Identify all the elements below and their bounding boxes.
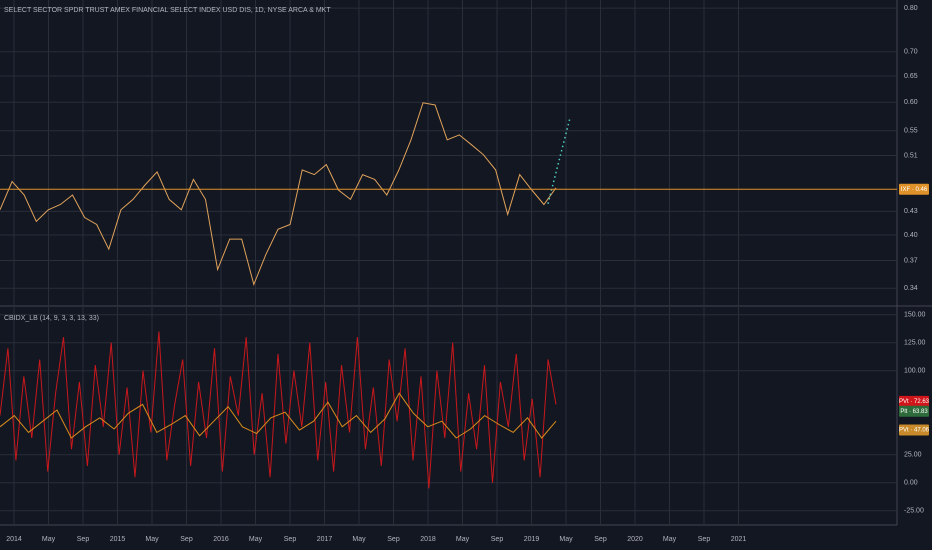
y-tick-label: 100.00 [904,368,926,375]
x-tick-label: May [559,536,573,543]
x-tick-label: Sep [180,536,193,543]
y-tick-label: 0.55 [904,128,918,135]
x-tick-label: Sep [284,536,297,543]
x-tick-label: May [352,536,366,543]
price-tag-label: PVt · 72.63 [899,399,930,405]
x-tick-label: Sep [698,536,711,543]
x-tick-label: 2018 [420,536,436,543]
x-tick-label: May [249,536,263,543]
price-tag [899,405,929,417]
x-tick-label: May [42,536,56,543]
y-tick-label: 0.00 [904,480,918,487]
y-tick-label: 0.43 [904,208,918,215]
y-tick-label: 25.00 [904,452,922,459]
series-line [0,102,557,286]
y-tick-label: 125.00 [904,340,926,347]
x-tick-label: 2017 [317,536,333,543]
price-tag-label: Plt · 63.83 [900,409,928,415]
x-tick-label: May [456,536,470,543]
x-tick-label: 2021 [731,536,747,543]
y-tick-label: 150.00 [904,312,926,319]
x-tick-label: 2015 [110,536,126,543]
y-tick-label: 0.34 [904,285,918,292]
x-tick-label: Sep [77,536,90,543]
y-tick-label: -25.00 [904,508,924,515]
price-tag [899,183,929,195]
y-tick-label: 0.40 [904,232,918,239]
y-tick-label: 0.60 [904,99,918,106]
pane-title: SELECT SECTOR SPDR TRUST AMEX FINANCIAL … [4,7,331,14]
x-tick-label: Sep [387,536,400,543]
x-tick-label: 2014 [6,536,22,543]
series-line [0,331,557,489]
x-tick-label: 2019 [524,536,540,543]
pane-title: CBIDX_LB (14, 9, 3, 3, 13, 33) [4,315,99,322]
x-tick-label: Sep [594,536,607,543]
x-tick-label: May [145,536,159,543]
y-tick-label: 0.37 [904,257,918,264]
x-tick-label: 2016 [213,536,229,543]
x-tick-label: May [663,536,677,543]
y-tick-label: 0.51 [904,152,918,159]
price-tag [899,395,929,407]
y-tick-label: 0.80 [904,5,918,12]
series-line [0,392,557,439]
y-tick-label: 0.70 [904,49,918,56]
x-tick-label: 2020 [627,536,643,543]
price-tag-label: IXF · 0.46 [901,187,928,193]
price-tag [899,424,929,436]
x-tick-label: Sep [491,536,504,543]
y-tick-label: 0.65 [904,73,918,80]
price-tag-label: PVt · 47.06 [899,428,930,434]
